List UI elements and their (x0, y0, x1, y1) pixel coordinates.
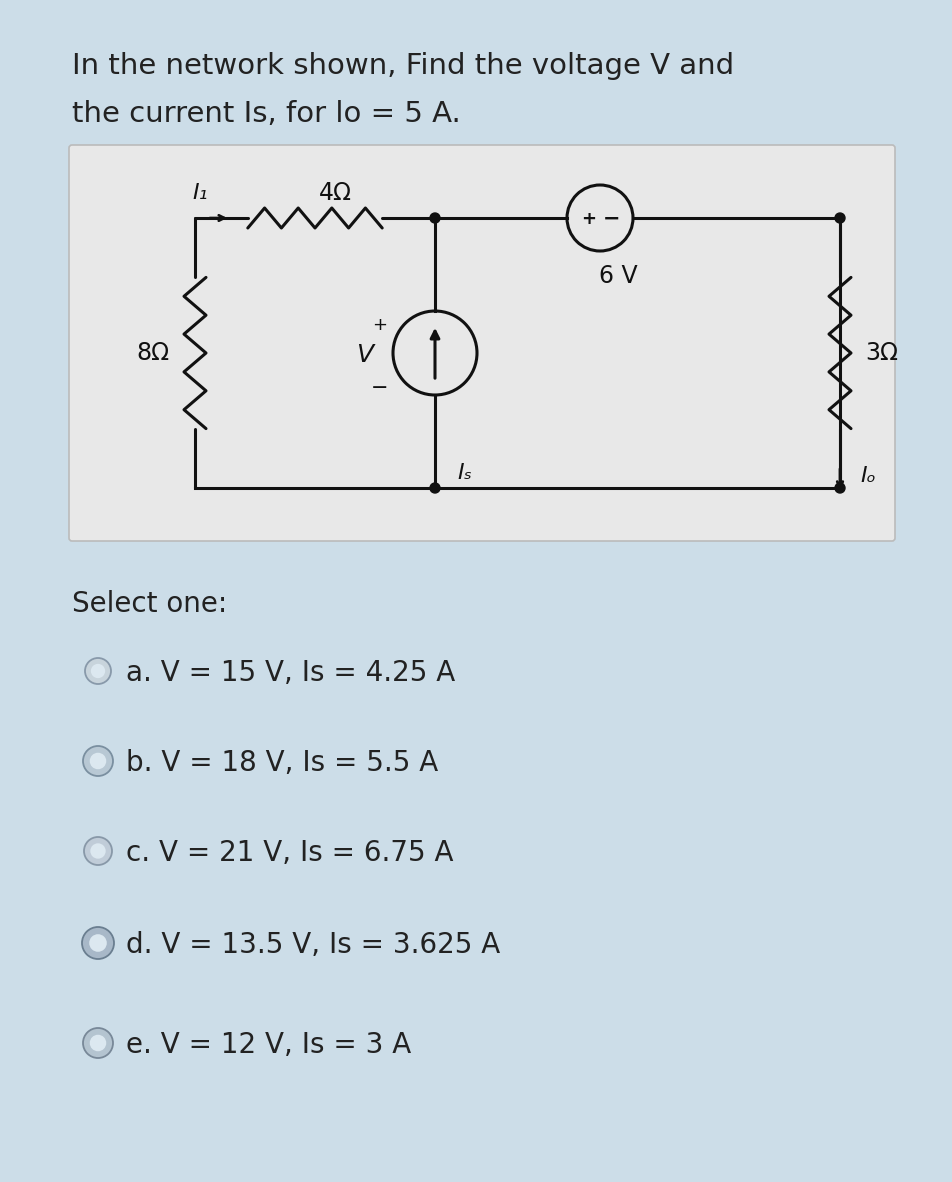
Circle shape (84, 837, 112, 865)
Text: 8Ω: 8Ω (136, 340, 169, 365)
Circle shape (90, 843, 106, 858)
Text: c. V = 21 V, Is = 6.75 A: c. V = 21 V, Is = 6.75 A (126, 839, 453, 868)
Circle shape (89, 934, 107, 952)
Text: the current Is, for lo = 5 A.: the current Is, for lo = 5 A. (72, 100, 460, 128)
Circle shape (89, 1034, 106, 1051)
Text: 4Ω: 4Ω (318, 181, 351, 204)
Text: Select one:: Select one: (72, 590, 227, 618)
Text: +: + (581, 210, 596, 228)
Circle shape (83, 1028, 113, 1058)
Circle shape (834, 213, 844, 223)
Text: e. V = 12 V, Is = 3 A: e. V = 12 V, Is = 3 A (126, 1031, 411, 1059)
Text: 6 V: 6 V (598, 264, 637, 288)
Text: a. V = 15 V, Is = 4.25 A: a. V = 15 V, Is = 4.25 A (126, 660, 455, 687)
Text: b. V = 18 V, Is = 5.5 A: b. V = 18 V, Is = 5.5 A (126, 749, 438, 777)
Text: −: − (371, 378, 388, 398)
Text: V: V (356, 343, 373, 366)
Circle shape (89, 753, 106, 769)
Circle shape (429, 213, 440, 223)
Text: +: + (372, 316, 387, 335)
Text: Iₛ: Iₛ (457, 463, 472, 483)
Circle shape (90, 664, 105, 678)
Circle shape (834, 483, 844, 493)
Text: 3Ω: 3Ω (864, 340, 898, 365)
Text: I₁: I₁ (192, 183, 208, 203)
FancyBboxPatch shape (69, 145, 894, 541)
Circle shape (82, 927, 114, 959)
Text: In the network shown, Find the voltage V and: In the network shown, Find the voltage V… (72, 52, 733, 80)
Circle shape (85, 658, 110, 684)
Text: d. V = 13.5 V, Is = 3.625 A: d. V = 13.5 V, Is = 3.625 A (126, 931, 500, 959)
Circle shape (83, 746, 113, 777)
Text: −: − (603, 209, 620, 229)
Text: Iₒ: Iₒ (859, 466, 875, 486)
Circle shape (429, 483, 440, 493)
